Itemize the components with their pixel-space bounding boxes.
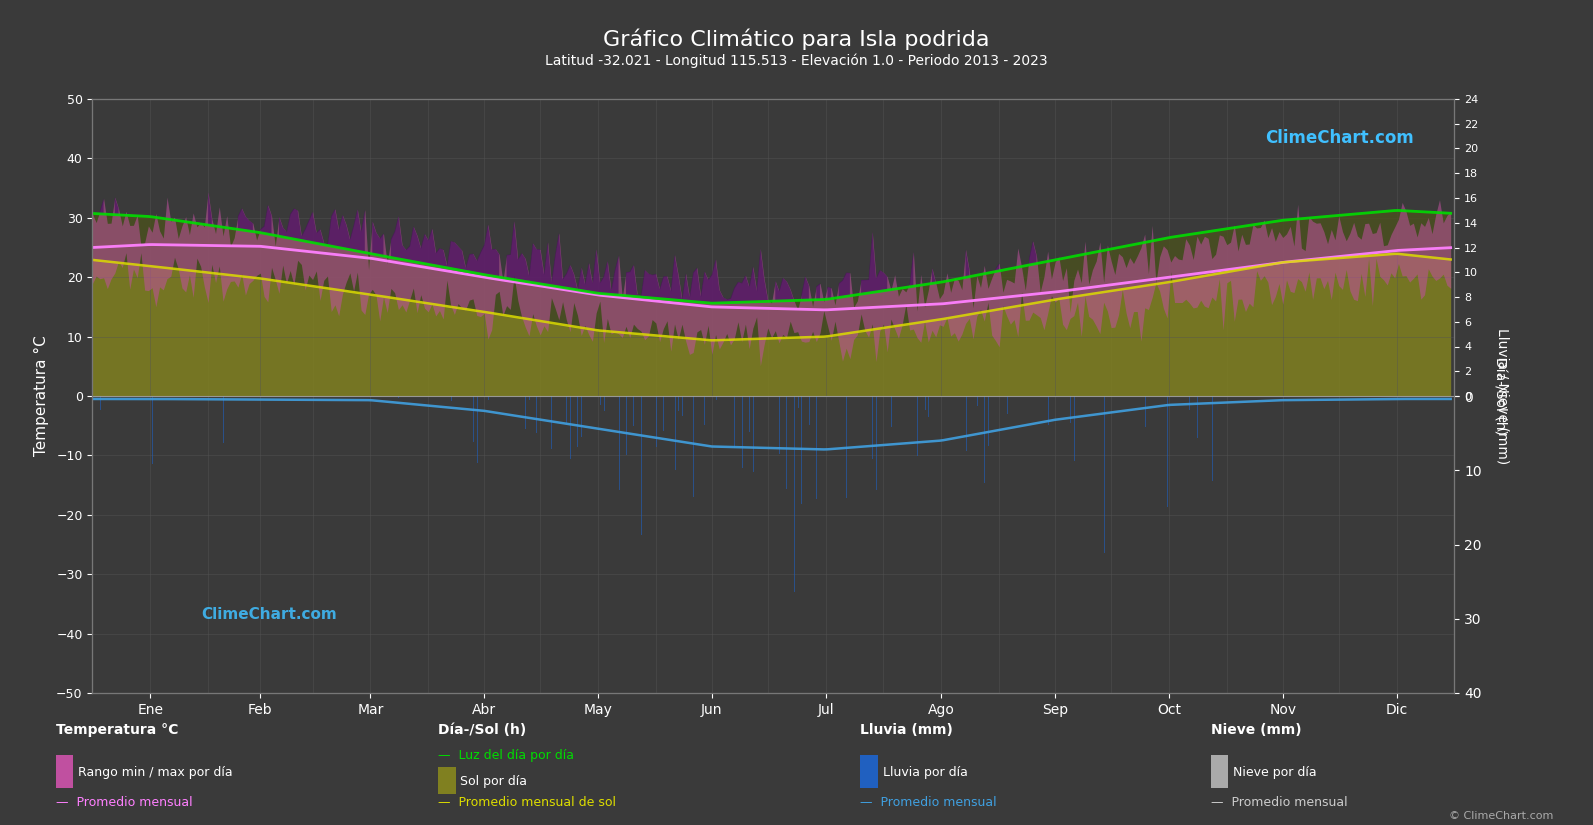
Y-axis label: Temperatura °C: Temperatura °C — [33, 336, 49, 456]
Text: © ClimeChart.com: © ClimeChart.com — [1448, 811, 1553, 821]
Text: Nieve (mm): Nieve (mm) — [1211, 724, 1301, 738]
Y-axis label: Día-/Sol (h): Día-/Sol (h) — [1493, 357, 1505, 435]
Text: —  Promedio mensual: — Promedio mensual — [1211, 796, 1348, 809]
Text: ClimeChart.com: ClimeChart.com — [1265, 129, 1413, 147]
Text: —  Promedio mensual: — Promedio mensual — [860, 796, 997, 809]
Text: Día-/Sol (h): Día-/Sol (h) — [438, 724, 526, 738]
Text: Nieve por día: Nieve por día — [1233, 766, 1316, 779]
Text: Sol por día: Sol por día — [460, 775, 527, 788]
Text: Latitud -32.021 - Longitud 115.513 - Elevación 1.0 - Periodo 2013 - 2023: Latitud -32.021 - Longitud 115.513 - Ele… — [545, 54, 1048, 68]
Text: —  Promedio mensual: — Promedio mensual — [56, 796, 193, 809]
Text: —  Luz del día por día: — Luz del día por día — [438, 749, 573, 762]
Text: ClimeChart.com: ClimeChart.com — [201, 606, 338, 622]
Text: Lluvia por día: Lluvia por día — [883, 766, 967, 779]
Text: Temperatura °C: Temperatura °C — [56, 724, 178, 738]
Text: —  Promedio mensual de sol: — Promedio mensual de sol — [438, 796, 616, 809]
Text: Rango min / max por día: Rango min / max por día — [78, 766, 233, 779]
Text: Lluvia (mm): Lluvia (mm) — [860, 724, 953, 738]
Y-axis label: Lluvia / Nieve (mm): Lluvia / Nieve (mm) — [1496, 328, 1510, 464]
Text: Gráfico Climático para Isla podrida: Gráfico Climático para Isla podrida — [604, 29, 989, 50]
